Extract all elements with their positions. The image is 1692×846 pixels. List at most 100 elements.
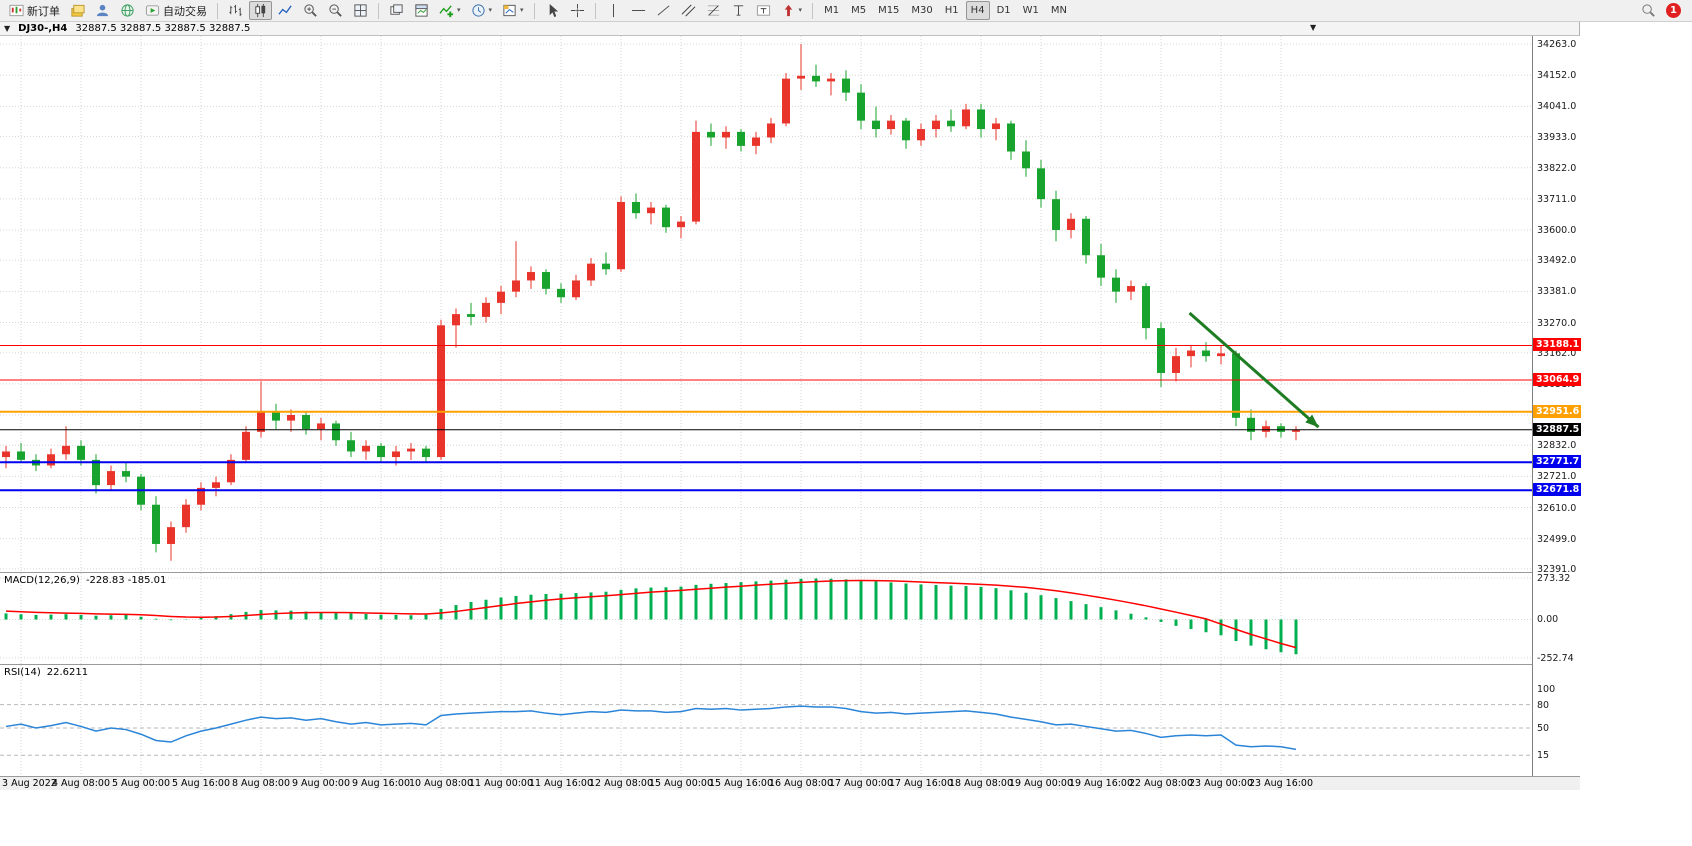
zoom-in-icon	[304, 4, 317, 17]
macd-indicator-pane[interactable]	[0, 573, 1532, 664]
candle-body	[692, 131, 700, 222]
candle-body	[1217, 353, 1225, 357]
price-axis-label: 33600.0	[1537, 224, 1577, 236]
time-axis-label: 4 Aug 08:00	[51, 778, 111, 789]
rsi-indicator-header: RSI(14) 22.6211	[4, 667, 88, 678]
time-axis-label: 15 Aug 16:00	[708, 778, 774, 789]
price-axis-label: 34152.0	[1537, 70, 1577, 82]
rsi-axis-label: 50	[1537, 723, 1550, 734]
candle-body	[287, 415, 295, 421]
toolbar-separator	[594, 2, 596, 19]
cascade-windows-button[interactable]	[385, 1, 408, 20]
timeframe-m30-button[interactable]: M30	[906, 1, 937, 20]
timeframe-m5-button[interactable]: M5	[846, 1, 871, 20]
candle-body	[767, 123, 775, 138]
time-axis-label: 22 Aug 08:00	[1128, 778, 1194, 789]
candle-body	[317, 423, 325, 430]
cursor-icon	[549, 3, 558, 18]
arrange-windows-button[interactable]	[410, 1, 433, 20]
toolbar: 新订单 自动交易 ▾ ▾	[0, 0, 1692, 22]
macd-values: -228.83 -185.01	[85, 575, 167, 586]
bar-chart-button[interactable]	[224, 1, 247, 20]
crosshair-button[interactable]	[566, 1, 589, 20]
price-axis-label: 34263.0	[1537, 39, 1577, 51]
new-order-button[interactable]: 新订单	[5, 1, 64, 20]
time-axis[interactable]: 3 Aug 2022 4 Aug 08:00 5 Aug 00:00 5 Aug 16…	[0, 777, 1580, 790]
candle-body	[482, 302, 490, 317]
search-button[interactable]	[1637, 1, 1660, 20]
rsi-indicator-pane[interactable]	[0, 665, 1532, 776]
pane-separator[interactable]	[0, 664, 1580, 665]
price-scale[interactable]: 34263.0 34152.0 34041.0 33933.0 33822.0 33711…	[1532, 36, 1581, 776]
time-axis-label: 3 Aug 2022	[2, 778, 57, 789]
line-chart-button[interactable]	[274, 1, 297, 20]
timeframe-d1-button[interactable]: D1	[992, 1, 1016, 20]
price-axis-label: 32499.0	[1537, 533, 1577, 545]
candle-body	[857, 92, 865, 121]
timeframe-h4-button[interactable]: H4	[965, 1, 990, 20]
candlestick-chart-button[interactable]	[249, 1, 272, 20]
macd-signal-line	[5, 579, 1297, 649]
zoom-out-button[interactable]	[324, 1, 347, 20]
label-button[interactable]	[752, 1, 775, 20]
search-icon	[1642, 4, 1655, 17]
price-axis-label: 33711.0	[1537, 193, 1577, 205]
globe-icon	[121, 4, 134, 17]
community-button[interactable]	[116, 1, 139, 20]
horizontal-line-button[interactable]	[627, 1, 650, 20]
candle-body	[662, 207, 670, 228]
trend-arrow-line[interactable]	[1188, 311, 1320, 429]
candle-body	[557, 288, 565, 298]
timeframe-m1-button[interactable]: M1	[819, 1, 844, 20]
price-level-label: 33064.9	[1533, 372, 1581, 386]
fibonacci-button[interactable]	[702, 1, 725, 20]
candle-body	[827, 78, 835, 82]
macd-axis-label: 0.00	[1537, 614, 1559, 626]
timeframe-h1-button[interactable]: H1	[940, 1, 964, 20]
text-button[interactable]	[727, 1, 750, 20]
notification-badge[interactable]: 1	[1666, 3, 1681, 18]
tile-windows-button[interactable]	[349, 1, 372, 20]
pane-separator[interactable]	[0, 572, 1580, 573]
candle-body	[902, 120, 910, 141]
chart-shift-icon[interactable]: ▼	[1310, 23, 1317, 32]
candle-body	[1097, 255, 1105, 278]
timeframe-mn-button[interactable]: MN	[1046, 1, 1072, 20]
rsi-axis-label: 15	[1537, 750, 1550, 762]
time-axis-label: 16 Aug 08:00	[768, 778, 834, 789]
profiles-button[interactable]	[66, 1, 89, 20]
chart-window: ▼ DJ30-,H4 32887.5 32887.5 32887.5 32887…	[0, 22, 1581, 790]
dropdown-icon: ▾	[488, 6, 493, 14]
price-chart-pane[interactable]	[0, 36, 1532, 572]
candle-body	[92, 459, 100, 486]
timeframe-w1-button[interactable]: W1	[1018, 1, 1044, 20]
templates-button[interactable]: ▾	[498, 1, 528, 20]
indicators-button[interactable]: ▾	[435, 1, 465, 20]
arrows-button[interactable]: ▾	[777, 1, 807, 20]
trendline-button[interactable]	[652, 1, 675, 20]
time-axis-label: 17 Aug 00:00	[828, 778, 894, 789]
timeframe-m15-button[interactable]: M15	[873, 1, 904, 20]
candle-body	[992, 123, 1000, 130]
candle-body	[647, 207, 655, 214]
time-axis-label: 19 Aug 00:00	[1008, 778, 1074, 789]
zoom-in-button[interactable]	[299, 1, 322, 20]
rsi-value: 22.6211	[46, 667, 89, 678]
channel-button[interactable]	[677, 1, 700, 20]
candle-body	[947, 120, 955, 127]
chart-profiles-icon	[71, 4, 85, 17]
autotrading-button[interactable]: 自动交易	[141, 1, 211, 20]
vertical-line-button[interactable]	[602, 1, 625, 20]
profile-button[interactable]	[91, 1, 114, 20]
candle-body	[1127, 286, 1135, 292]
macd-title: MACD(12,26,9)	[4, 575, 80, 586]
candle-body	[1172, 356, 1180, 373]
candle-body	[1082, 218, 1090, 256]
cursor-button[interactable]	[541, 1, 564, 20]
symbol-dropdown-icon[interactable]: ▼	[4, 24, 11, 33]
new-order-label: 新订单	[27, 4, 60, 18]
toolbar-separator	[533, 2, 535, 19]
price-axis-label: 33492.0	[1537, 255, 1577, 267]
periods-button[interactable]: ▾	[467, 1, 497, 20]
candle-body	[617, 201, 625, 270]
